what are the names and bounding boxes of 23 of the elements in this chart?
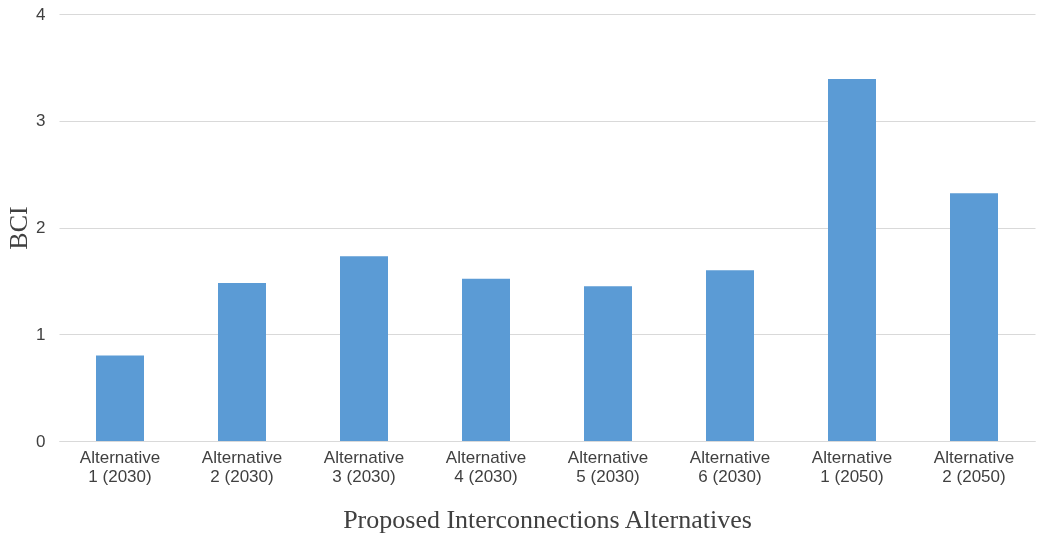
- bar: [218, 283, 266, 441]
- bar: [950, 193, 998, 441]
- x-tick-label: Alternative 6 (2030): [689, 447, 771, 486]
- y-tick-label: 1: [36, 324, 46, 344]
- bar: [340, 256, 388, 441]
- y-axis-title: BCI: [4, 206, 34, 250]
- y-tick-label: 4: [36, 4, 46, 24]
- bar: [96, 355, 144, 441]
- x-tick-label: Alternative 4 (2030): [445, 447, 527, 486]
- x-tick-label: Alternative 3 (2030): [323, 447, 405, 486]
- x-axis-title: Proposed Interconnections Alternatives: [343, 504, 752, 534]
- bar: [706, 270, 754, 441]
- bar: [828, 79, 876, 441]
- y-tick-label: 3: [36, 111, 46, 131]
- y-tick-label: 0: [36, 431, 46, 451]
- x-tick-label: Alternative 2 (2050): [933, 447, 1015, 486]
- x-tick-label: Alternative 1 (2030): [79, 447, 161, 486]
- x-tick-label: Alternative 2 (2030): [201, 447, 283, 486]
- bar: [584, 286, 632, 441]
- y-tick-label: 2: [36, 218, 46, 237]
- bar: [462, 278, 510, 441]
- x-tick-label: Alternative 5 (2030): [567, 447, 649, 486]
- x-tick-label: Alternative 1 (2050): [811, 447, 893, 486]
